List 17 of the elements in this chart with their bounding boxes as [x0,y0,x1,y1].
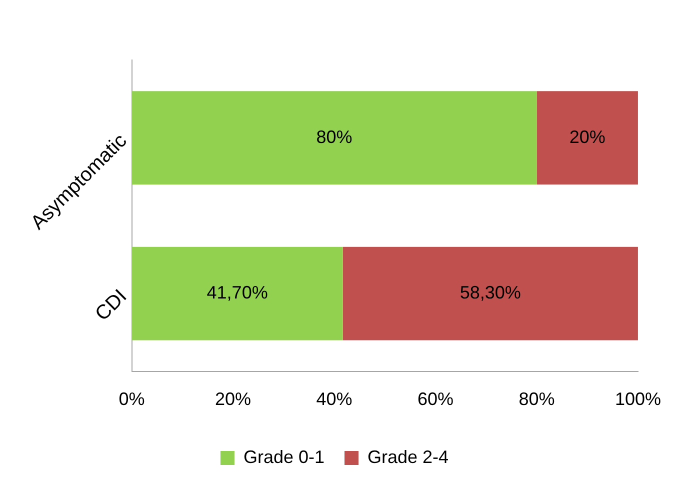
x-tick-label: 80% [518,389,555,410]
x-tick-label: 40% [316,389,352,410]
x-tick-label: 60% [417,389,454,410]
bar [342,246,638,340]
data-label: 41,70% [206,282,268,303]
bar [132,91,537,185]
x-tick-label: 100% [614,389,662,410]
x-tick-label: 0% [118,389,145,410]
bar [536,91,638,185]
y-tick-label: CDI [91,285,132,326]
x-tick-label: 20% [215,389,252,410]
data-label: 20% [569,126,606,147]
legend-label: Grade 0-1 [243,446,325,467]
data-label: 58,30% [460,282,521,303]
legend-label: Grade 2-4 [368,446,449,467]
data-label: 80% [316,126,352,147]
bar [132,246,343,340]
